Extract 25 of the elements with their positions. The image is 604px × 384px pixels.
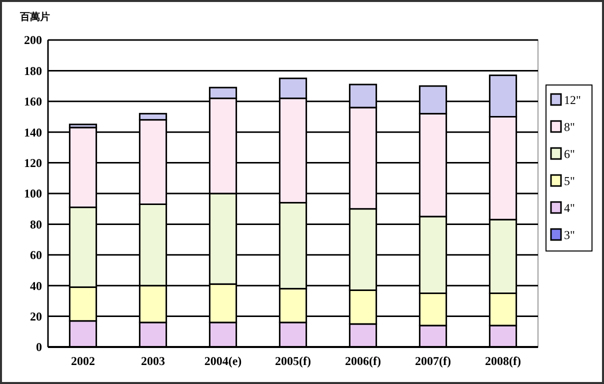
y-tick-label: 120 [24,156,42,170]
legend-label: 3" [564,228,575,242]
legend-label: 12" [564,93,581,107]
y-tick-label: 40 [30,278,42,293]
legend-label: 6" [564,147,575,161]
y-tick-label: 60 [30,248,42,262]
x-tick-label: 2004(e) [204,354,242,368]
x-tick-label: 2006(f) [345,354,381,368]
x-tick-label: 2008(f) [485,354,521,368]
y-tick-label: 100 [24,186,42,201]
y-tick-label: 0 [36,340,42,354]
legend-label: 8" [564,120,575,134]
y-tick-label: 140 [24,125,42,140]
legend-label: 4" [564,201,575,215]
y-tick-label: 160 [24,94,42,109]
y-tick-label: 20 [30,310,42,324]
y-tick-label: 80 [30,217,42,232]
x-tick-label: 2007(f) [415,354,451,368]
y-axis-title: 百萬片 [19,11,50,23]
y-tick-label: 200 [24,33,42,48]
y-tick-label: 180 [24,64,42,78]
legend-label: 5" [564,174,575,188]
x-tick-label: 2002 [71,354,95,368]
x-tick-label: 2003 [141,354,165,368]
x-tick-label: 2005(f) [275,354,311,368]
